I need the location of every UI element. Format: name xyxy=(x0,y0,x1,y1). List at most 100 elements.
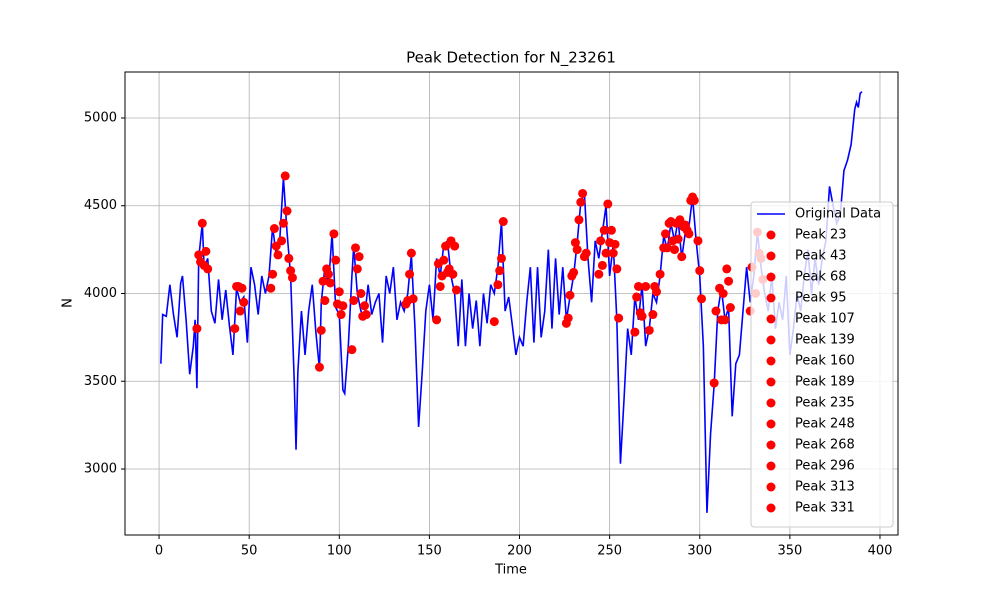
peak-point xyxy=(325,278,335,288)
peak-point xyxy=(273,250,283,260)
peak-point xyxy=(641,281,651,291)
peak-point xyxy=(725,303,735,313)
peak-point xyxy=(331,255,341,265)
peak-point xyxy=(695,266,705,276)
legend-swatch xyxy=(766,293,776,303)
peak-point xyxy=(354,252,364,262)
x-tick-label: 300 xyxy=(687,544,712,559)
peak-point xyxy=(192,324,202,334)
peak-point xyxy=(451,285,461,295)
legend-label: Peak 248 xyxy=(795,417,855,432)
peak-point xyxy=(197,218,207,228)
peak-point xyxy=(612,264,622,274)
peak-point xyxy=(594,269,604,279)
peak-point xyxy=(661,229,671,239)
peak-point xyxy=(651,287,661,297)
peak-point xyxy=(495,266,505,276)
peak-point xyxy=(576,197,586,207)
peak-point xyxy=(408,294,418,304)
legend-swatch xyxy=(766,314,776,324)
legend-label: Peak 68 xyxy=(795,270,847,285)
peak-point xyxy=(596,236,606,246)
x-tick-label: 400 xyxy=(868,544,893,559)
peak-point xyxy=(655,269,665,279)
legend-label: Original Data xyxy=(795,207,881,222)
legend-swatch xyxy=(766,251,776,261)
peak-point xyxy=(722,264,732,274)
peak-point xyxy=(693,236,703,246)
legend-label: Peak 268 xyxy=(795,438,855,453)
legend-label: Peak 107 xyxy=(795,312,855,327)
peak-point xyxy=(630,327,640,337)
peak-point xyxy=(633,281,643,291)
legend-label: Peak 296 xyxy=(795,459,855,474)
peak-point xyxy=(314,362,324,372)
peak-point xyxy=(282,206,292,216)
peak-point xyxy=(361,310,371,320)
legend-swatch xyxy=(766,272,776,282)
legend-swatch xyxy=(766,419,776,429)
peak-point xyxy=(711,306,721,316)
peak-point xyxy=(648,310,658,320)
x-tick-label: 200 xyxy=(507,544,532,559)
peak-point xyxy=(269,224,279,234)
peak-point xyxy=(689,195,699,205)
peak-point xyxy=(578,188,588,198)
data-line xyxy=(160,91,863,513)
x-axis-label: Time xyxy=(494,563,527,578)
peak-point xyxy=(718,288,728,298)
peak-point xyxy=(599,225,609,235)
x-tick-label: 350 xyxy=(777,544,802,559)
peak-point xyxy=(614,313,624,323)
peak-point xyxy=(323,269,333,279)
peak-point xyxy=(565,290,575,300)
legend-label: Peak 331 xyxy=(795,501,855,516)
peak-point xyxy=(493,280,503,290)
legend-label: Peak 23 xyxy=(795,228,847,243)
legend-label: Peak 189 xyxy=(795,375,855,390)
peak-point xyxy=(569,267,579,277)
y-axis-label: N xyxy=(61,298,76,308)
peak-point xyxy=(644,325,654,335)
peak-point xyxy=(608,248,618,258)
peak-point xyxy=(601,248,611,258)
peak-point xyxy=(603,199,613,209)
peak-point xyxy=(677,252,687,262)
peak-point xyxy=(278,218,288,228)
peak-point xyxy=(662,243,672,253)
peak-point xyxy=(280,171,290,181)
peak-point xyxy=(352,264,362,274)
legend-swatch xyxy=(766,440,776,450)
legend-label: Peak 235 xyxy=(795,396,855,411)
peak-point xyxy=(329,229,339,239)
legend-label: Peak 43 xyxy=(795,249,847,264)
peak-point xyxy=(563,313,573,323)
legend: Original Data Peak 23 Peak 43 Peak 68 Peak 9… xyxy=(750,201,894,528)
peak-point xyxy=(435,281,445,291)
plot-frame xyxy=(124,71,899,536)
peak-point xyxy=(351,243,361,253)
peak-point xyxy=(570,238,580,248)
legend-label: Peak 95 xyxy=(795,291,847,306)
peak-point xyxy=(203,264,213,274)
peak-point xyxy=(356,288,366,298)
peak-point xyxy=(684,229,694,239)
peak-point xyxy=(670,245,680,255)
peak-point xyxy=(266,283,276,293)
peak-point xyxy=(450,241,460,251)
chart-title: Peak Detection for N_23261 xyxy=(406,49,616,68)
peak-point xyxy=(320,296,330,306)
peak-point xyxy=(237,283,247,293)
peak-point xyxy=(606,225,616,235)
x-tick-label: 0 xyxy=(155,544,163,559)
peak-point xyxy=(439,255,449,265)
peak-point xyxy=(287,273,297,283)
peak-point xyxy=(318,276,328,286)
peak-point xyxy=(334,287,344,297)
legend-swatch xyxy=(766,377,776,387)
legend-swatch xyxy=(766,461,776,471)
x-tick-label: 100 xyxy=(327,544,352,559)
y-tick-label: 4500 xyxy=(84,198,117,213)
peak-point xyxy=(230,324,240,334)
